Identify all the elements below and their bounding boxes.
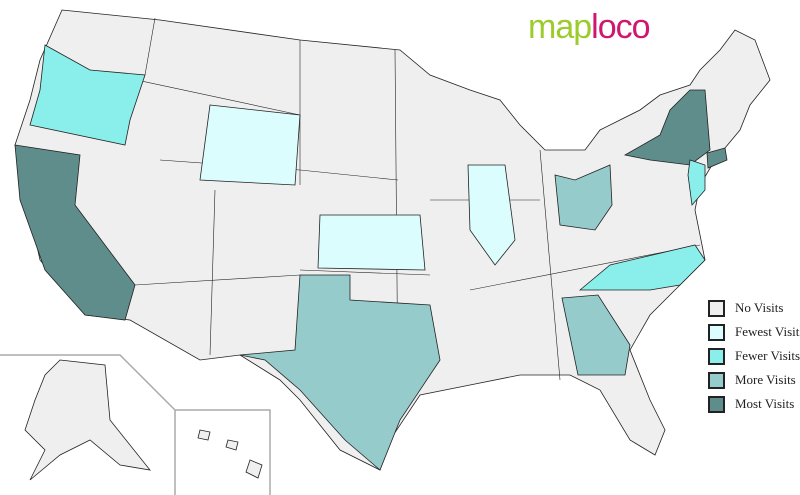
state-border: [144, 17, 156, 76]
state-kansas[interactable]: [317, 214, 426, 271]
legend-item-none: No Visits: [708, 296, 800, 320]
legend-label: More Visits: [735, 372, 796, 387]
state-new-york[interactable]: [623, 89, 711, 166]
legend-item-fewest: Fewest Visits: [708, 320, 800, 344]
state-north-carolina[interactable]: [578, 244, 706, 291]
map-legend: No Visits Fewest Visits Fewer Visits More V…: [708, 296, 800, 416]
state-california[interactable]: [14, 144, 136, 321]
legend-item-fewer: Fewer Visits: [708, 344, 800, 368]
legend-label: No Visits: [735, 300, 784, 315]
legend-item-most: Most Visits: [708, 392, 800, 416]
state-connecticut[interactable]: [706, 147, 728, 169]
state-hawaii[interactable]: [245, 459, 263, 479]
state-illinois[interactable]: [467, 164, 516, 266]
legend-swatch: [708, 299, 725, 317]
legend-swatch: [708, 323, 725, 341]
state-hawaii[interactable]: [197, 429, 211, 441]
maploco-logo[interactable]: maploco: [528, 8, 651, 46]
state-georgia[interactable]: [561, 294, 631, 376]
legend-swatch: [708, 371, 725, 389]
legend-label: Fewer Visits: [735, 348, 800, 363]
legend-item-more: More Visits: [708, 368, 800, 392]
state-border: [134, 274, 301, 286]
hawaii-inset-border: [175, 409, 271, 495]
state-ohio[interactable]: [554, 164, 613, 231]
state-border: [539, 149, 561, 381]
state-new-jersey[interactable]: [687, 159, 706, 206]
legend-swatch: [708, 395, 725, 413]
state-wyoming[interactable]: [199, 104, 301, 186]
legend-label: Most Visits: [735, 396, 795, 411]
alaska-inset-border: [0, 354, 176, 495]
state-border: [299, 269, 431, 276]
legend-label: Fewest Visits: [735, 324, 800, 339]
state-border: [209, 189, 216, 356]
state-texas[interactable]: [239, 274, 441, 471]
state-hawaii[interactable]: [225, 439, 239, 451]
state-oregon[interactable]: [29, 44, 146, 146]
legend-swatch: [708, 347, 725, 365]
state-alaska[interactable]: [24, 359, 151, 481]
